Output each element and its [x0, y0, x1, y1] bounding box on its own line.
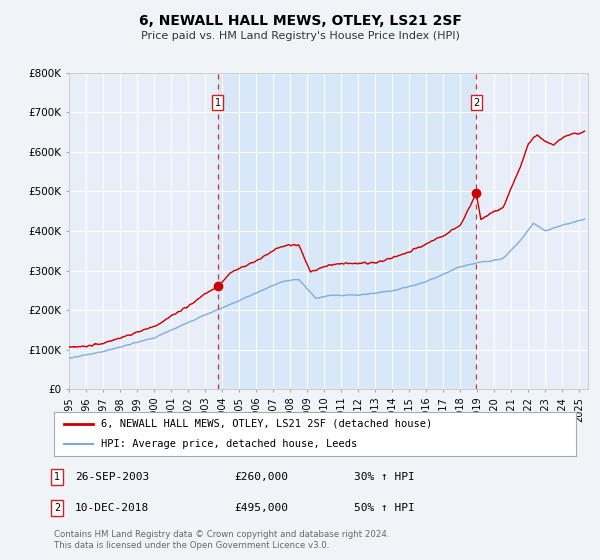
Text: 2: 2	[54, 503, 60, 513]
Text: 30% ↑ HPI: 30% ↑ HPI	[354, 472, 415, 482]
Text: HPI: Average price, detached house, Leeds: HPI: Average price, detached house, Leed…	[101, 439, 357, 449]
Text: 1: 1	[215, 98, 221, 108]
Text: 2: 2	[473, 98, 479, 108]
Text: £260,000: £260,000	[234, 472, 288, 482]
Text: £495,000: £495,000	[234, 503, 288, 513]
Bar	[218, 73, 476, 389]
Text: This data is licensed under the Open Government Licence v3.0.: This data is licensed under the Open Gov…	[54, 541, 329, 550]
Text: Contains HM Land Registry data © Crown copyright and database right 2024.: Contains HM Land Registry data © Crown c…	[54, 530, 389, 539]
Text: 1: 1	[54, 472, 60, 482]
Text: 6, NEWALL HALL MEWS, OTLEY, LS21 2SF: 6, NEWALL HALL MEWS, OTLEY, LS21 2SF	[139, 14, 461, 28]
Text: 10-DEC-2018: 10-DEC-2018	[75, 503, 149, 513]
Text: 26-SEP-2003: 26-SEP-2003	[75, 472, 149, 482]
Text: 50% ↑ HPI: 50% ↑ HPI	[354, 503, 415, 513]
Text: Price paid vs. HM Land Registry's House Price Index (HPI): Price paid vs. HM Land Registry's House …	[140, 31, 460, 41]
Text: 6, NEWALL HALL MEWS, OTLEY, LS21 2SF (detached house): 6, NEWALL HALL MEWS, OTLEY, LS21 2SF (de…	[101, 419, 432, 429]
